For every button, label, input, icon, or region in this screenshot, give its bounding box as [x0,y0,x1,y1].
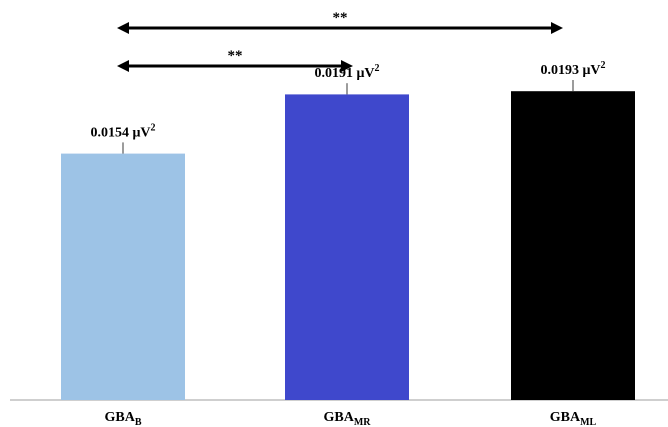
x-tick-label: GBAB [104,410,141,427]
data-label: 0.0193 μV2 [540,60,605,78]
arrowhead-right [551,22,563,34]
bar-gba-ml [511,91,635,400]
arrowhead-left [117,22,129,34]
significance-label: ** [228,48,243,64]
significance-label: ** [333,10,348,26]
data-label: 0.0191 μV2 [314,63,379,81]
arrowhead-right [341,60,353,72]
significance-layer: ** ** [117,10,563,72]
labels-layer: 0.0154 μV2 GBAB 0.0191 μV2 GBAMR 0.0193 μV2 G… [90,60,605,427]
data-label: 0.0154 μV2 [90,122,155,140]
bars-layer [61,80,635,401]
bar-gba-b [61,153,185,400]
x-tick-label: GBAML [550,410,597,427]
x-tick-label: GBAMR [323,410,371,427]
arrowhead-left [117,60,129,72]
bar-gba-mr [285,94,409,401]
